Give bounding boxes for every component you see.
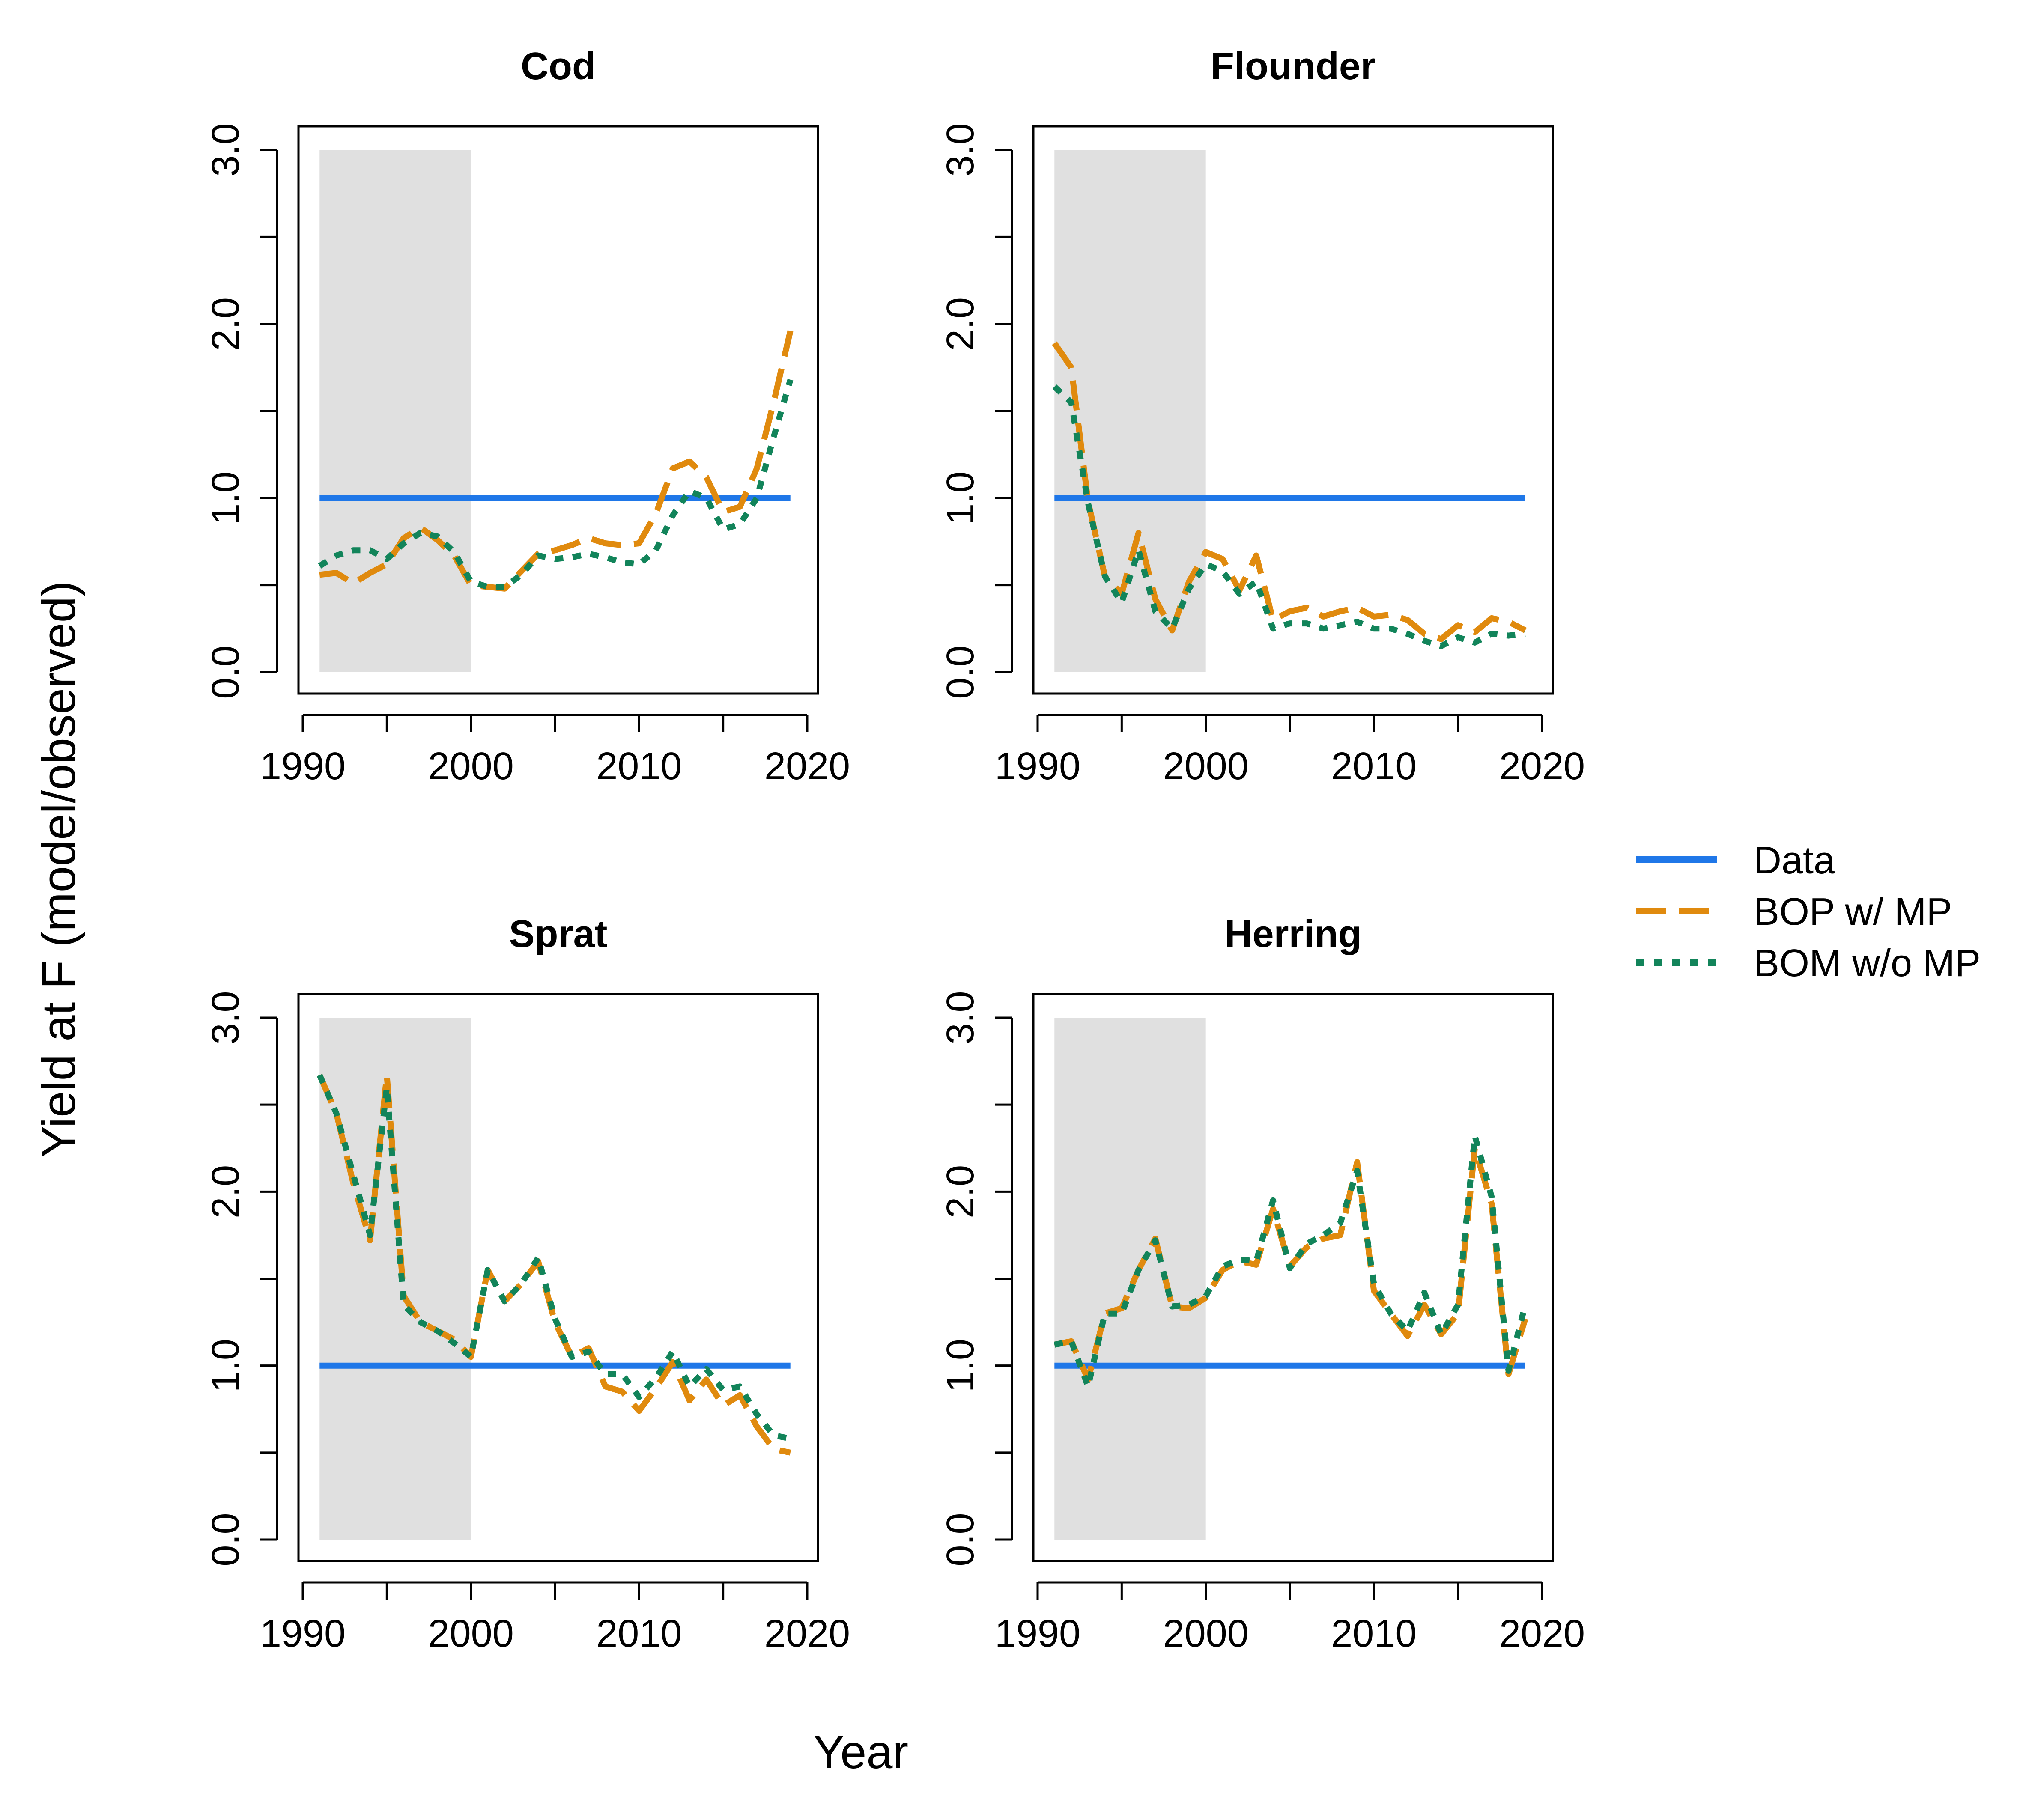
panel-cod-frame	[297, 125, 819, 695]
panel-flounder-y-tick-label-2.0: 2.0	[939, 297, 982, 351]
panel-herring-y-tick-label-3.0: 3.0	[939, 991, 982, 1044]
panel-herring: Herring 1990 2000 2010 2020 0.0 1.0 2.0 3.0	[939, 913, 1585, 1655]
panel-flounder-frame	[1032, 125, 1554, 695]
panel-herring-series-bom-w-o-mp	[1053, 1133, 1528, 1390]
panel-sprat-title: Sprat	[509, 913, 607, 956]
panel-cod-shaded-region	[319, 150, 471, 672]
panel-flounder-x-tick-label-1990: 1990	[995, 745, 1080, 788]
panel-flounder-x-tick-label-2010: 2010	[1331, 745, 1417, 788]
legend-item-bom: BOM w/o MP	[1636, 942, 1981, 985]
panel-herring-frame	[1032, 993, 1554, 1562]
legend-item-data: Data	[1636, 839, 1835, 882]
panel-cod-x-tick-label-2020: 2020	[764, 745, 850, 788]
panel-sprat-y-tick-label-3.0: 3.0	[204, 991, 247, 1044]
panel-flounder-shaded-region	[1054, 150, 1206, 672]
panel-cod-y-tick-label-1.0: 1.0	[204, 471, 247, 525]
x-axis-label: Year	[813, 1726, 908, 1778]
panel-flounder-x-tick-label-2000: 2000	[1163, 745, 1249, 788]
legend-label-bom: BOM w/o MP	[1754, 942, 1981, 985]
panel-sprat-series-bom-w-o-mp	[316, 1074, 791, 1442]
panel-herring-x-tick-label-1990: 1990	[995, 1612, 1080, 1655]
panel-sprat-x-tick-label-2000: 2000	[428, 1612, 514, 1655]
panel-sprat: Sprat 1990 2000 2010 2020 0.0 1.0 2.0 3.0	[204, 913, 850, 1655]
panel-cod-title: Cod	[521, 45, 596, 88]
legend: Data BOP w/ MP BOM w/o MP	[1636, 839, 1981, 985]
panel-flounder-series-bop-w-mp	[1052, 341, 1527, 642]
panel-herring-shaded-region	[1054, 1018, 1206, 1540]
panel-sprat-y-tick-label-2.0: 2.0	[204, 1165, 247, 1218]
panel-sprat-y-tick-label-1.0: 1.0	[204, 1339, 247, 1392]
panel-sprat-shaded-region	[319, 1018, 471, 1540]
panel-cod-x-tick-label-2010: 2010	[596, 745, 682, 788]
panel-sprat-frame	[297, 993, 819, 1562]
panel-cod-y-tick-label-2.0: 2.0	[204, 297, 247, 351]
y-axis-label: Yield at F (model/observed)	[33, 581, 85, 1157]
panel-flounder-x-tick-label-2020: 2020	[1499, 745, 1585, 788]
panel-herring-x-tick-label-2020: 2020	[1499, 1612, 1585, 1655]
panel-herring-y-tick-label-2.0: 2.0	[939, 1165, 982, 1218]
panel-sprat-x-tick-label-2010: 2010	[596, 1612, 682, 1655]
panel-flounder-y-tick-label-1.0: 1.0	[939, 471, 982, 525]
panel-flounder-y-tick-label-0.0: 0.0	[939, 645, 982, 699]
panel-flounder-series-bom-w-o-mp	[1052, 384, 1526, 649]
panel-herring-y-tick-label-0.0: 0.0	[939, 1513, 982, 1566]
legend-label-data: Data	[1754, 839, 1835, 882]
panel-cod-series-bom-w-o-mp	[318, 378, 794, 590]
panel-herring-title: Herring	[1224, 913, 1361, 956]
legend-label-bop: BOP w/ MP	[1754, 891, 1952, 933]
panel-herring-x-tick-label-2010: 2010	[1331, 1612, 1417, 1655]
panel-flounder: Flounder 1990 2000 2010 2020 0.0 1.0 2.0 3.0	[939, 45, 1585, 788]
panel-sprat-y-tick-label-0.0: 0.0	[204, 1513, 247, 1566]
panel-cod-x-tick-label-2000: 2000	[428, 745, 514, 788]
panel-cod: Cod 1990 2000 2010 2020 0.0 1.0 2.0 3.0	[204, 45, 850, 788]
legend-item-bop: BOP w/ MP	[1636, 891, 1952, 933]
panel-sprat-x-tick-label-2020: 2020	[764, 1612, 850, 1655]
panel-sprat-x-tick-label-1990: 1990	[260, 1612, 346, 1655]
panel-cod-series-bop-w-mp	[319, 330, 794, 592]
panel-cod-y-tick-label-3.0: 3.0	[204, 123, 247, 176]
panel-flounder-title: Flounder	[1211, 45, 1376, 88]
panel-herring-x-tick-label-2000: 2000	[1163, 1612, 1249, 1655]
panel-flounder-y-tick-label-3.0: 3.0	[939, 123, 982, 176]
panel-herring-y-tick-label-1.0: 1.0	[939, 1339, 982, 1392]
panel-cod-x-tick-label-1990: 1990	[260, 745, 346, 788]
panel-cod-y-tick-label-0.0: 0.0	[204, 645, 247, 699]
